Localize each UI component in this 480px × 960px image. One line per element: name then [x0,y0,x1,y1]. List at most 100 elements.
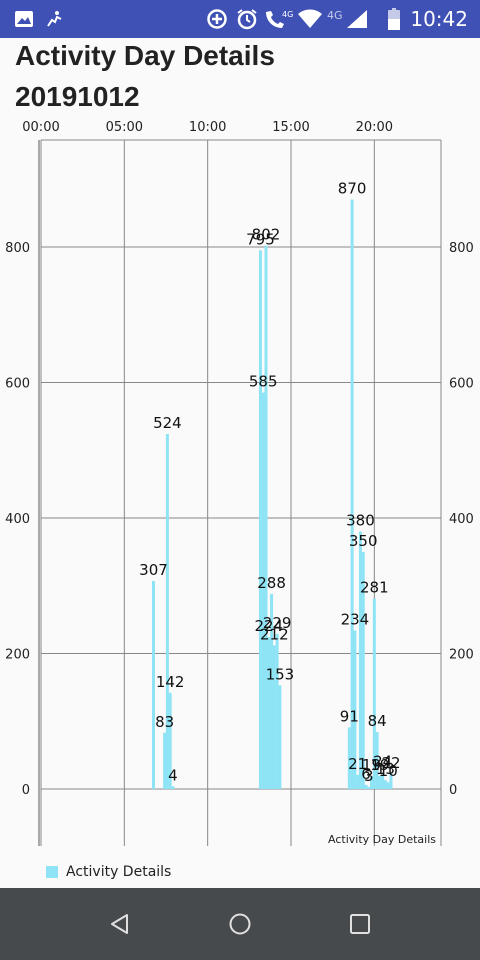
legend-label: Activity Details [66,864,172,880]
chart-bar [370,776,374,789]
bar-value-label: 83 [155,713,174,731]
home-button[interactable] [200,888,280,960]
x-tick-label: 10:00 [189,120,226,135]
bar-value-label: 350 [349,532,378,550]
chart-bar [378,776,382,789]
chart-bar [372,598,376,789]
x-tick-label: 00:00 [22,120,59,135]
chart-bars [152,199,393,789]
chart-bar [386,782,390,789]
chart-bar [347,727,351,789]
bar-value-label: 585 [249,373,278,391]
bar-value-label: 307 [139,561,168,579]
chart-bar [364,784,368,789]
chart-axes: 0 0 200 200 400 400 600 600 800 800 00:00 05:00 10:0… [5,120,474,846]
chart-bar [358,531,362,789]
chart-bar [152,581,155,789]
x-tick-label: 20:00 [356,120,393,135]
chart-bar [381,772,385,789]
navigation-bar [0,888,480,960]
x-tick-label: 15:00 [272,120,309,135]
activity-notification-icon [42,0,66,38]
bar-value-label: 91 [340,707,359,725]
chart-bar [356,774,360,789]
bar-value-label: 380 [346,512,375,530]
bar-value-label: 21 [348,755,367,773]
chart-bar [163,732,167,789]
y-tick-label-left: 400 [5,512,30,527]
bar-value-label: 229 [263,614,292,632]
y-tick-label-right: 200 [449,648,474,663]
bar-value-label: 13 [376,760,395,778]
bar-value-label: 795 [246,230,275,248]
data-saver-icon [204,0,230,38]
alarm-icon [234,0,260,38]
y-tick-label-left: 800 [5,241,30,256]
page-title: Activity Day Details [15,40,275,71]
y-tick-label-right: 600 [449,377,474,392]
bar-value-label: 6 [361,765,371,783]
bar-value-label: 212 [260,625,289,643]
activity-chart: 0 0 200 200 400 400 600 600 800 800 00:00 05:00 10:0… [5,120,474,846]
chart-bar [171,786,175,789]
network-label: 4G [282,10,293,19]
bar-value-label: 3 [364,767,374,785]
home-icon [229,913,251,935]
status-time: 10:42 [410,7,468,31]
bar-value-label: 802 [252,226,281,244]
y-tick-label-left: 0 [22,783,30,798]
chart-bar [278,685,282,789]
chart-bar [353,630,357,789]
bar-value-label: 281 [360,579,389,597]
legend-swatch [46,866,58,878]
bar-value-label: 234 [341,610,370,628]
chart-bar [350,199,354,789]
recents-icon [350,914,370,934]
chart-bar [275,633,279,789]
recents-button[interactable] [320,888,400,960]
signal-icon: 4G [324,0,372,38]
bar-value-label: 870 [338,180,367,198]
chart-bar [367,786,371,789]
bar-value-label: 524 [153,414,182,432]
bar-value-label: 288 [257,574,286,592]
wifi-calling-icon: 4G [262,0,296,38]
chart-bar [389,774,393,789]
battery-icon [386,0,402,38]
chart-bar [270,593,274,789]
x-tick-label: 05:00 [106,120,143,135]
chart-bar [168,692,172,789]
bar-value-label: 84 [368,712,387,730]
bar-value-label: 19 [362,756,381,774]
bar-value-label: 153 [266,665,295,683]
bar-value-label: 22 [381,754,400,772]
bar-value-label: 142 [156,673,185,691]
bar-value-label: 10 [379,762,398,780]
bar-value-label: 224 [254,617,283,635]
chart-bar [165,433,169,789]
network-label-2: 4G [327,9,343,22]
y-tick-label-right: 0 [449,783,457,798]
bar-value-label: 4 [168,766,178,784]
y-tick-label-right: 800 [449,241,474,256]
chart-bar [383,780,387,789]
chart-bar [361,551,365,789]
y-tick-label-left: 200 [5,648,30,663]
image-notification-icon [12,0,36,38]
chart-bar [258,250,262,789]
chart-grid [40,139,442,846]
back-button[interactable] [80,888,160,960]
wifi-icon [296,0,324,38]
chart-bar [261,392,265,789]
bar-value-label: 24 [373,753,392,771]
chart-bar [272,645,276,789]
page-date: 20191012 [15,81,140,112]
chart-bar [267,637,271,789]
back-icon [111,914,128,934]
chart-bar [264,245,268,789]
y-tick-label-right: 400 [449,512,474,527]
chart-bar [375,732,379,789]
y-tick-label-left: 600 [5,377,30,392]
bar-value-label: 19 [370,756,389,774]
